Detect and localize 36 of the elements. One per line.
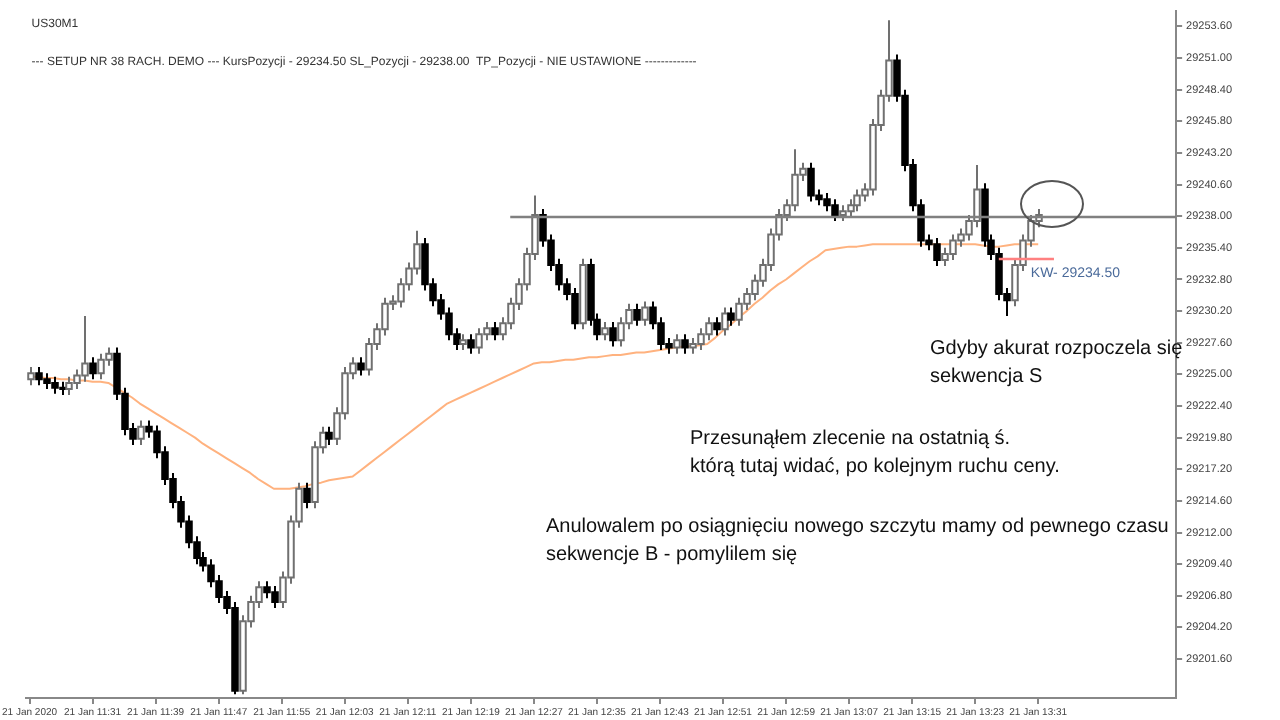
candlestick — [357, 356, 365, 377]
annotation: Anulowalem po osiągnięciu nowego szczytu mamy od pewnego czasu sekwencje B - pomylilem się — [546, 516, 1169, 566]
candlestick — [791, 148, 799, 213]
candlestick — [681, 333, 689, 355]
candlestick — [807, 161, 815, 203]
candlestick — [633, 302, 641, 327]
candlestick — [641, 300, 649, 327]
candlestick — [35, 366, 43, 387]
candlestick — [601, 321, 609, 342]
candlestick — [491, 321, 499, 342]
candlestick — [303, 481, 311, 510]
candlestick — [81, 314, 89, 383]
candlestick — [853, 188, 861, 213]
candlestick — [721, 306, 729, 337]
candlestick — [65, 375, 73, 397]
candlestick — [949, 233, 957, 262]
candlestick — [467, 333, 475, 355]
candlestick — [727, 306, 735, 327]
annotation: Przesunąłem zlecenie na ostatnią ś. którą tutaj widać, po kolejnym ruchu ceny. — [690, 428, 1060, 478]
candlestick — [933, 237, 941, 268]
candlestick — [673, 333, 681, 355]
candlestick — [705, 316, 713, 342]
candlestick — [609, 321, 617, 348]
candlestick — [831, 198, 839, 223]
candlestick — [735, 296, 743, 327]
annotation: Gdyby akurat rozpoczela się sekwencja S — [930, 338, 1184, 388]
candlestick — [137, 419, 145, 446]
candlestick — [475, 327, 483, 355]
candlestick — [571, 286, 579, 331]
candlestick — [27, 366, 35, 387]
candlestick — [97, 352, 105, 381]
candlestick — [89, 356, 97, 381]
candlestick — [823, 192, 831, 213]
candlestick — [271, 585, 279, 609]
candlestick — [325, 425, 333, 446]
candlestick — [713, 316, 721, 337]
